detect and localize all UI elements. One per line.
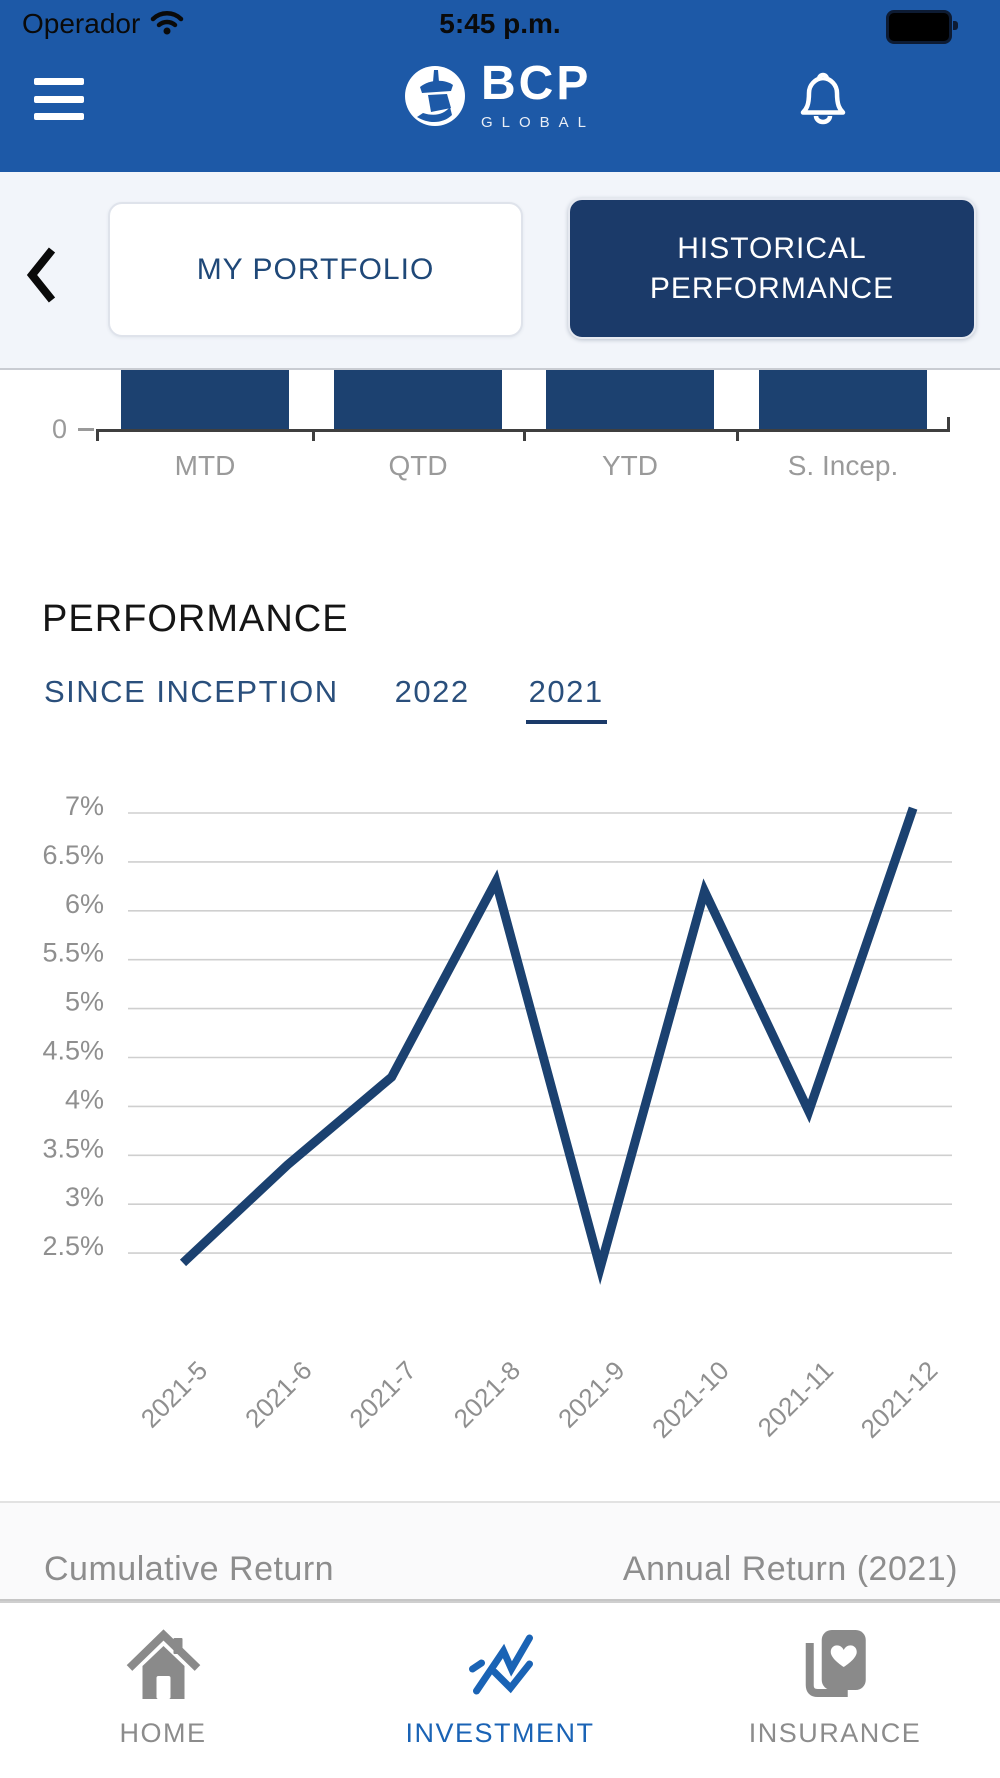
bar-axis-zero-label: 0 — [52, 414, 68, 444]
x-axis-tick-label: 2021-12 — [855, 1355, 944, 1444]
my-portfolio-button[interactable]: MY PORTFOLIO — [108, 202, 523, 337]
y-axis-tick-label: 2.5% — [42, 1231, 104, 1261]
tab-since-inception[interactable]: SINCE INCEPTION — [44, 674, 339, 709]
bcp-logo-text: BCP GLOBAL — [480, 57, 596, 132]
nav-label-insurance: INSURANCE — [748, 1718, 922, 1748]
status-time: 5:45 p.m. — [439, 8, 561, 39]
performance-series-line — [179, 806, 918, 1285]
app-header: Operador 5:45 p.m. — [0, 0, 1000, 172]
bar-chart-axis — [96, 429, 950, 432]
wifi-icon — [150, 9, 184, 40]
bar-axis-zero-tick — [78, 428, 94, 431]
battery-icon — [886, 10, 958, 44]
returns-table-header: Cumulative Return Annual Return (2021) — [0, 1501, 1000, 1601]
x-axis-tick-label: 2021-8 — [448, 1355, 526, 1433]
nav-label-investment: INVESTMENT — [405, 1718, 595, 1748]
notifications-bell-button[interactable] — [798, 70, 848, 126]
nav-label-home: HOME — [119, 1718, 207, 1748]
y-axis-tick-label: 7% — [65, 791, 104, 821]
back-button[interactable] — [24, 244, 60, 306]
bar — [334, 370, 502, 429]
bar — [546, 370, 714, 429]
performance-title: PERFORMANCE — [42, 598, 349, 640]
bar-axis-end-tick — [947, 417, 950, 430]
historical-performance-label: HISTORICAL PERFORMANCE — [649, 231, 895, 305]
bar-category-label: QTD — [388, 450, 448, 481]
x-axis-tick-label: 2021-5 — [135, 1355, 213, 1433]
brand-subname: GLOBAL — [480, 114, 596, 131]
y-axis-tick-label: 4% — [65, 1084, 104, 1114]
cumulative-return-header: Cumulative Return — [44, 1550, 335, 1588]
bcp-lighthouse-icon — [404, 65, 465, 126]
bar-category-label: MTD — [174, 450, 236, 481]
nav-item-investment[interactable]: INVESTMENT — [405, 1627, 594, 1749]
performance-range-tabs: SINCE INCEPTION 2022 2021 — [44, 674, 607, 724]
performance-line-chart: 7% 6.5% 6% 5.5% 5% 4.5% 4% 3.5% 3% 2.5% 2021-5 2021… — [42, 791, 952, 1444]
bar — [121, 370, 289, 429]
portfolio-tabs-section: MY PORTFOLIO HISTORICAL PERFORMANCE — [0, 172, 1000, 370]
bar — [759, 370, 927, 429]
y-axis-tick-label: 3% — [65, 1182, 104, 1212]
nav-item-home[interactable]: HOME — [120, 1627, 207, 1749]
bar-axis-tick — [736, 431, 739, 441]
annual-return-header: Annual Return (2021) — [622, 1550, 958, 1588]
bar-axis-tick — [312, 431, 315, 441]
y-axis-tick-label: 5.5% — [42, 938, 104, 968]
y-axis-tick-label: 6% — [65, 889, 104, 919]
y-axis-tick-label: 4.5% — [42, 1036, 104, 1066]
tab-2022[interactable]: 2022 — [394, 674, 470, 709]
my-portfolio-label: MY PORTFOLIO — [196, 252, 435, 286]
y-axis-tick-label: 3.5% — [42, 1133, 104, 1163]
home-icon — [123, 1627, 203, 1708]
returns-bar-chart: 0 MTD QTD YTD S. Incep. — [0, 370, 1000, 500]
x-axis-tick-label: 2021-7 — [343, 1355, 421, 1433]
bar-axis-tick — [523, 431, 526, 441]
bar-category-label: YTD — [602, 450, 658, 481]
x-axis-tick-label: 2021-9 — [552, 1355, 630, 1433]
bcp-logo: BCP GLOBAL — [0, 60, 1000, 131]
tab-2021[interactable]: 2021 — [525, 674, 607, 724]
bar-category-label: S. Incep. — [787, 450, 899, 481]
insurance-card-heart-icon — [797, 1627, 873, 1708]
bottom-navigation: HOME INVESTMENT INSURANCE — [0, 1601, 1000, 1778]
investment-chart-icon — [461, 1627, 539, 1708]
y-axis-tick-label: 6.5% — [42, 840, 104, 870]
x-axis-tick-label: 2021-11 — [752, 1355, 839, 1442]
y-axis-tick-label: 5% — [65, 987, 104, 1017]
x-axis-tick-label: 2021-10 — [646, 1355, 735, 1444]
hamburger-menu-button[interactable] — [34, 78, 84, 120]
x-axis-tick-label: 2021-6 — [239, 1355, 317, 1433]
nav-item-insurance[interactable]: INSURANCE — [749, 1627, 922, 1749]
carrier-label: Operador — [22, 8, 141, 39]
historical-performance-button[interactable]: HISTORICAL PERFORMANCE — [568, 198, 976, 339]
bar-axis-tick — [96, 431, 99, 441]
brand-name: BCP — [480, 57, 592, 110]
status-bar: Operador 5:45 p.m. — [0, 0, 1000, 46]
